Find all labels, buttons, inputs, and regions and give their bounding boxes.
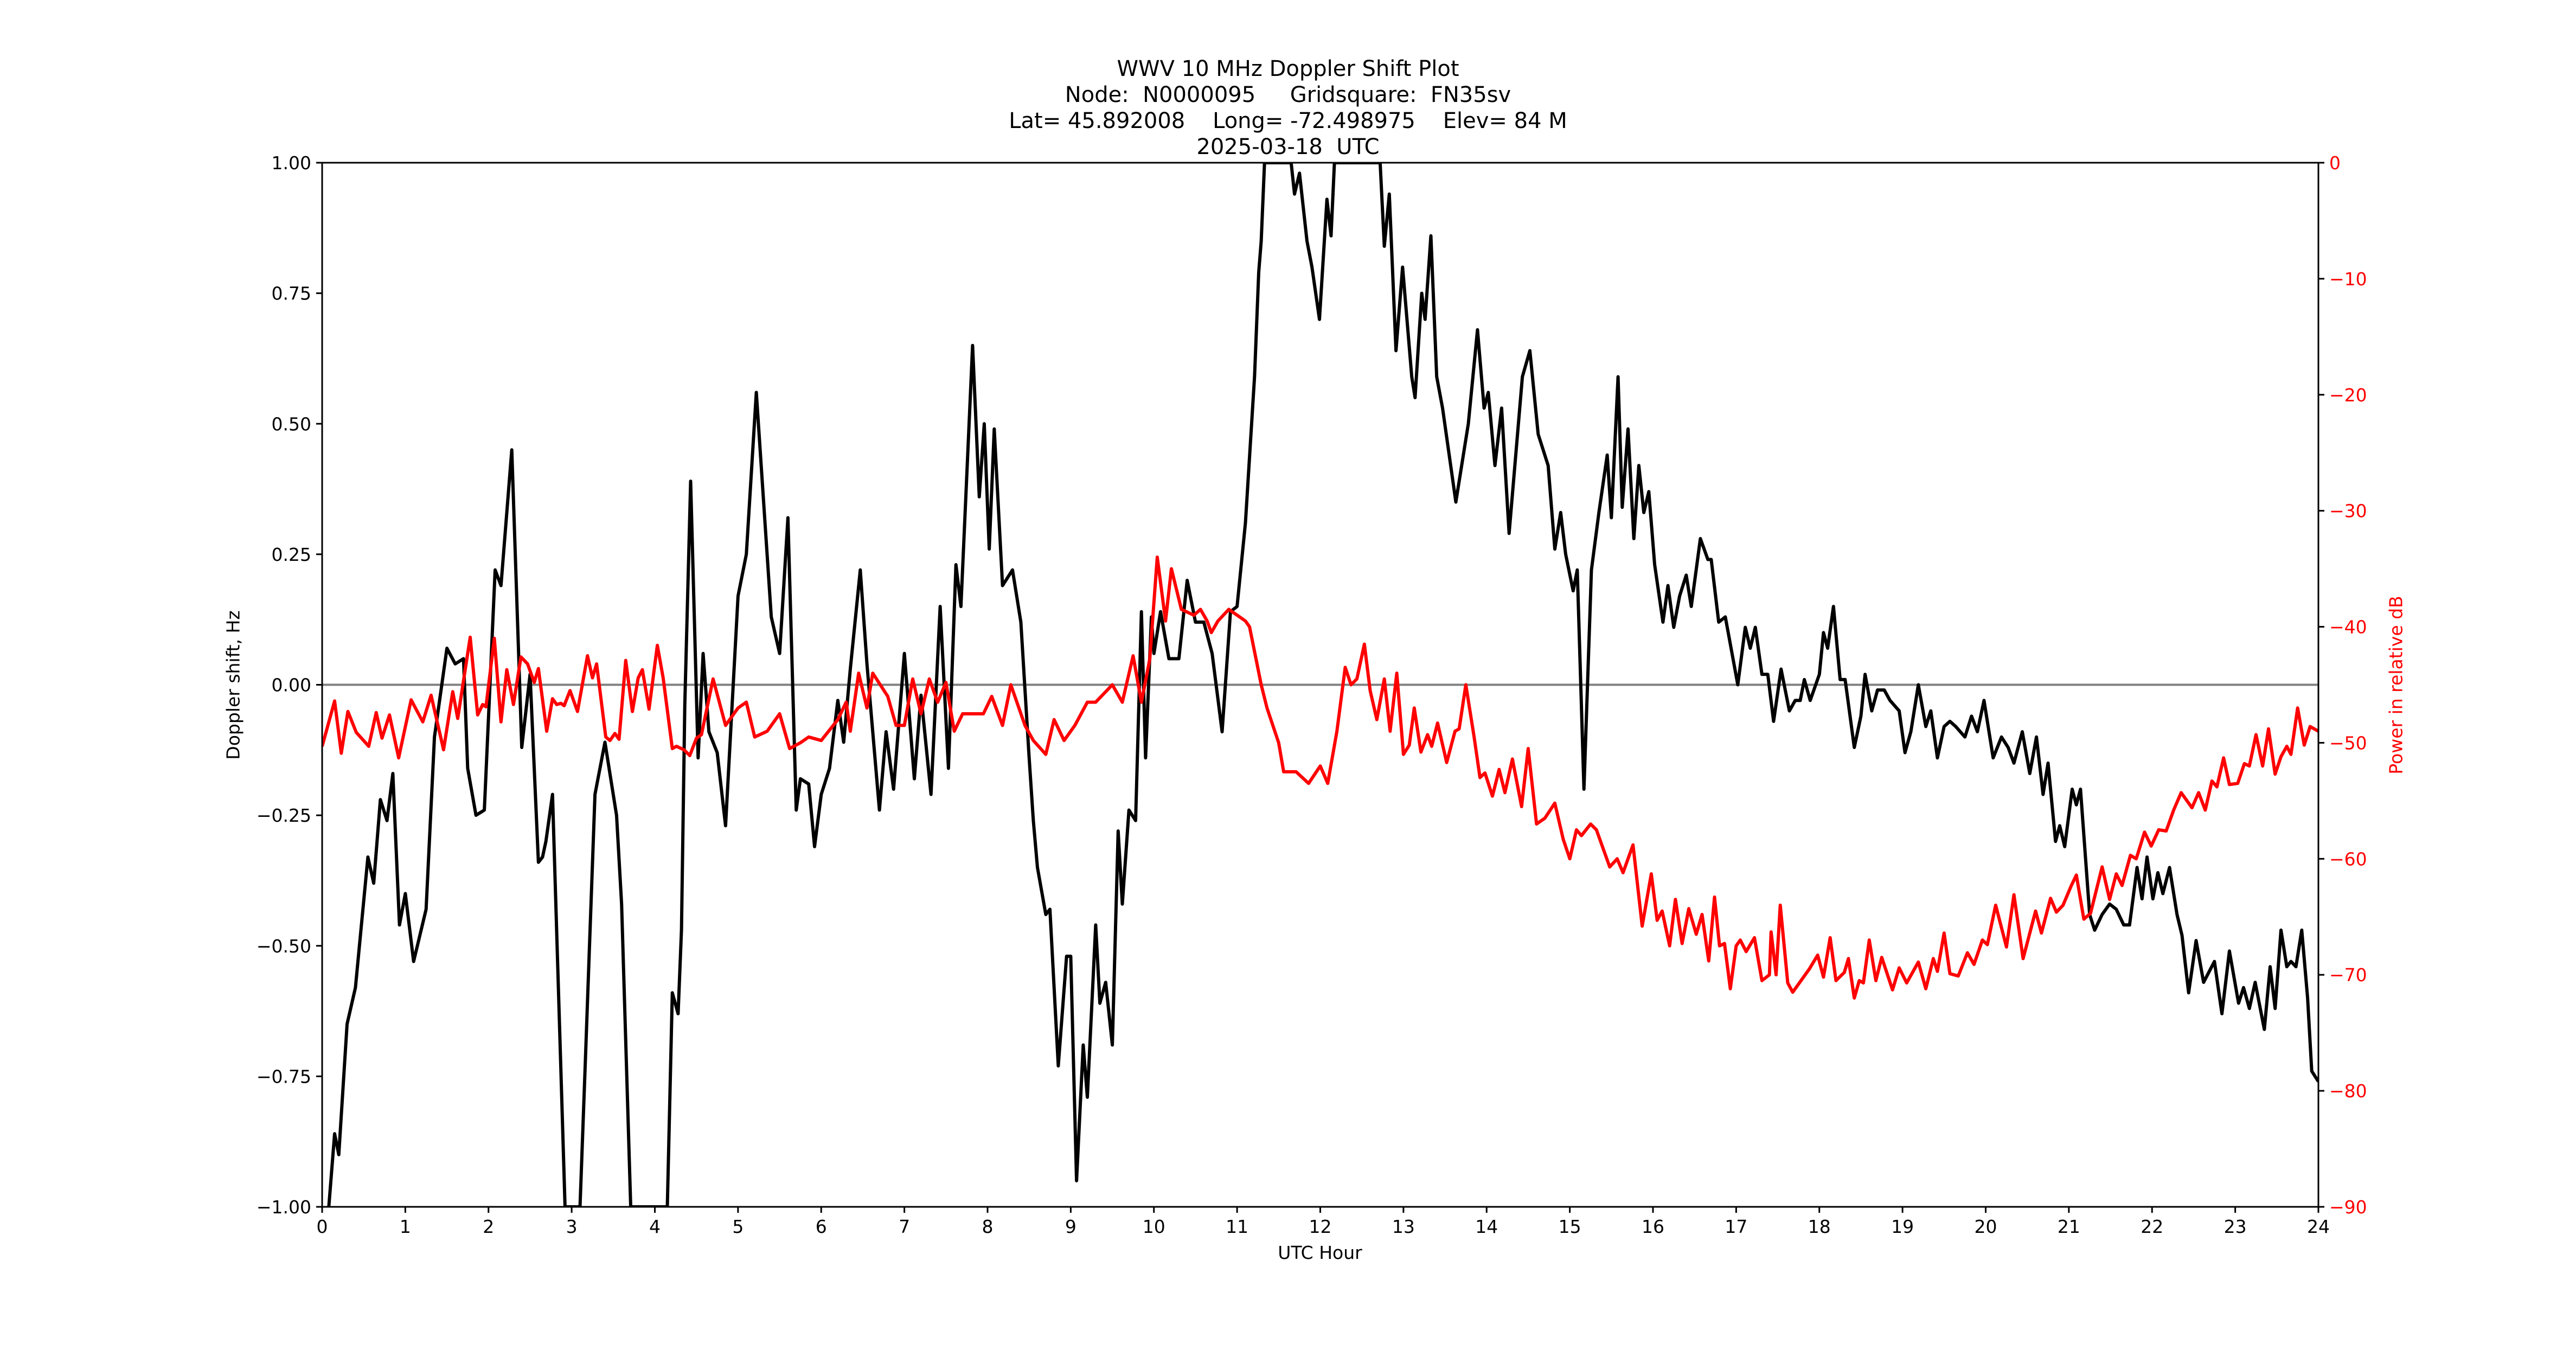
x-tick-label: 2: [483, 1216, 494, 1237]
y-tick-label-left: 0.75: [272, 283, 311, 304]
x-tick-label: 19: [1891, 1216, 1914, 1237]
y-tick-label-right: 0: [2329, 152, 2341, 174]
x-axis-label: UTC Hour: [1278, 1242, 1362, 1263]
y-tick-label-right: −80: [2329, 1080, 2367, 1102]
y-tick-label-left: −0.50: [257, 936, 311, 957]
x-tick-label: 11: [1226, 1216, 1248, 1237]
x-tick-label: 15: [1559, 1216, 1581, 1237]
y-tick-label-left: 0.25: [272, 544, 311, 565]
axes: 0 1 2 3 4 5 6 7 8 9 10 11 12 13 14 15 16 17 18 19 20 21 22 23 24…: [257, 152, 2367, 1237]
x-tick-label: 6: [816, 1216, 827, 1237]
x-tick-label: 10: [1143, 1216, 1165, 1237]
y-tick-label-right: −60: [2329, 848, 2367, 869]
x-tick-label: 1: [400, 1216, 411, 1237]
x-tick-label: 16: [1642, 1216, 1664, 1237]
doppler-line-series: [327, 163, 2318, 1207]
y-tick-label-left: −0.75: [257, 1066, 311, 1087]
title-line-location: Lat= 45.892008 Long= -72.498975 Elev= 84…: [1009, 108, 1567, 133]
title-line-node-gridsquare: Node: N0000095 Gridsquare: FN35sv: [1065, 82, 1511, 107]
x-tick-label: 7: [899, 1216, 910, 1237]
y-axis-label-right: Power in relative dB: [2385, 596, 2407, 775]
y-tick-label-right: −50: [2329, 732, 2367, 753]
y-tick-label-left: −0.25: [257, 805, 311, 826]
y-tick-label-left: 1.00: [272, 152, 311, 174]
y-tick-label-right: −70: [2329, 964, 2367, 986]
y-tick-label-right: −90: [2329, 1197, 2367, 1218]
y-tick-label-right: −40: [2329, 617, 2367, 638]
y-axis-label-left: Doppler shift, Hz: [222, 610, 244, 760]
x-tick-label: 3: [566, 1216, 578, 1237]
chart-title: WWV 10 MHz Doppler Shift Plot Node: N000…: [0, 56, 2576, 160]
x-tick-label: 21: [2058, 1216, 2080, 1237]
x-tick-label: 22: [2141, 1216, 2163, 1237]
x-tick-label: 13: [1392, 1216, 1415, 1237]
x-tick-label: 14: [1475, 1216, 1498, 1237]
x-tick-label: 20: [1975, 1216, 1997, 1237]
y-tick-label-left: 0.00: [272, 675, 311, 696]
y-tick-label-left: 0.50: [272, 413, 311, 434]
x-tick-label: 0: [317, 1216, 328, 1237]
x-tick-label: 23: [2224, 1216, 2247, 1237]
y-tick-label-right: −20: [2329, 385, 2367, 406]
x-tick-label: 5: [732, 1216, 744, 1237]
title-line-date: 2025-03-18 UTC: [1196, 135, 1380, 159]
y-tick-label-right: −10: [2329, 268, 2367, 290]
x-tick-label: 9: [1065, 1216, 1076, 1237]
x-tick-label: 17: [1725, 1216, 1747, 1237]
x-tick-label: 4: [649, 1216, 661, 1237]
x-tick-label: 8: [982, 1216, 994, 1237]
y-tick-label-right: −30: [2329, 501, 2367, 522]
x-tick-label: 12: [1309, 1216, 1332, 1237]
title-line-1: WWV 10 MHz Doppler Shift Plot: [1117, 56, 1459, 81]
x-tick-label: 18: [1808, 1216, 1831, 1237]
x-tick-label: 24: [2307, 1216, 2330, 1237]
power-line-series: [322, 555, 2318, 1000]
y-tick-label-left: −1.00: [257, 1197, 311, 1218]
